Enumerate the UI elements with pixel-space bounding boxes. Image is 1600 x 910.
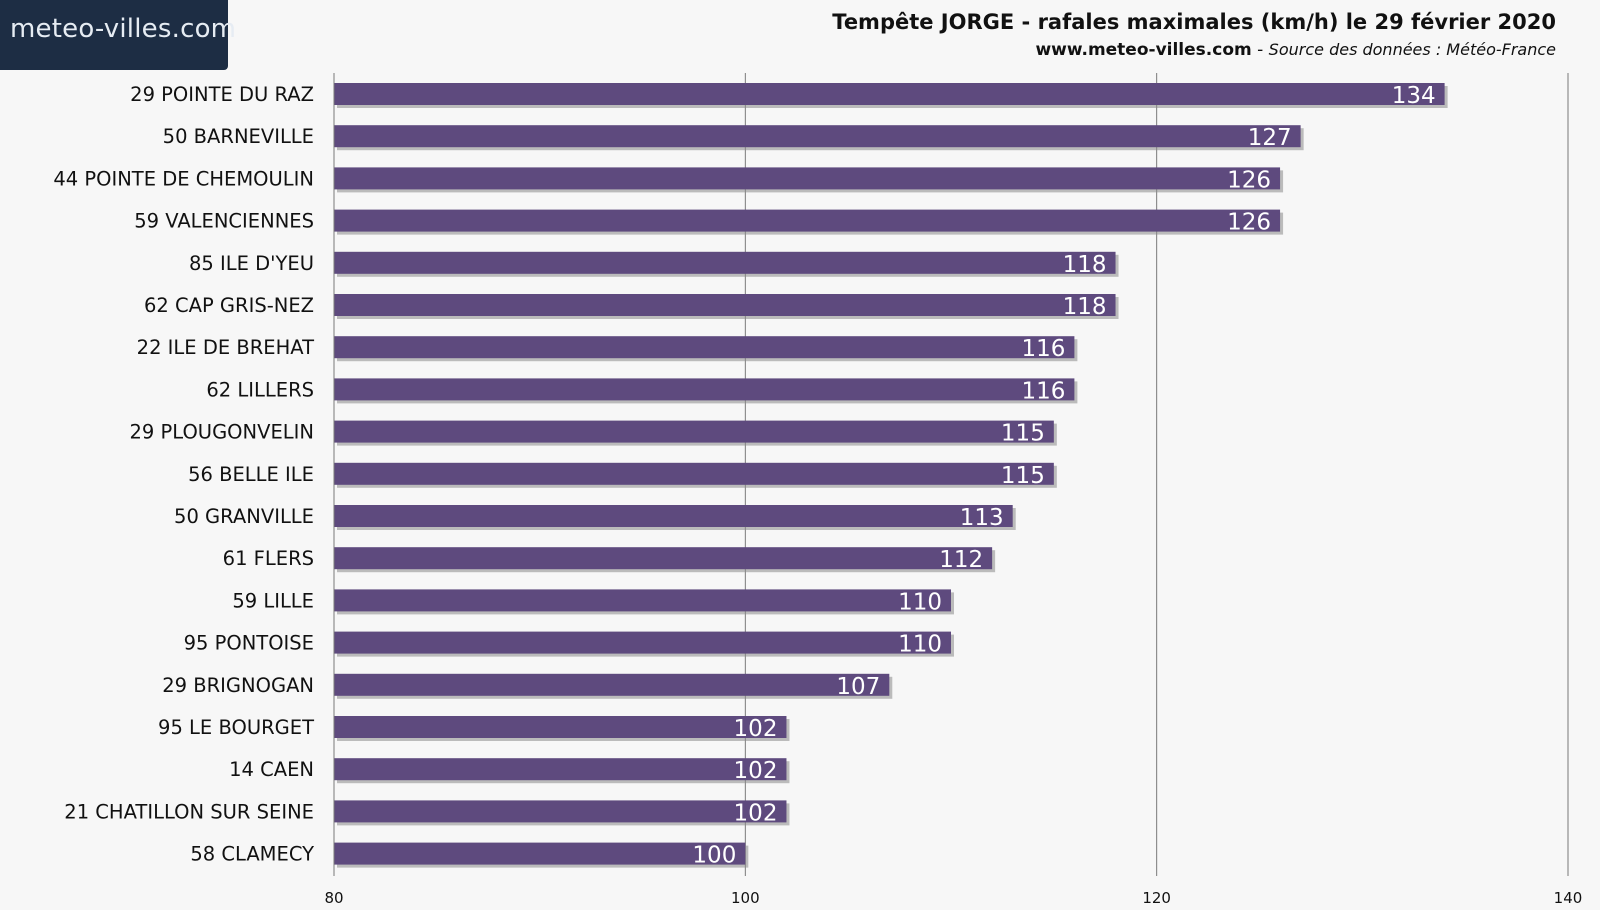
bar (334, 547, 993, 570)
value-label: 102 (734, 758, 778, 784)
value-label: 126 (1227, 167, 1271, 193)
subtitle-separator: - (1251, 40, 1269, 60)
category-label: 59 LILLE (232, 589, 314, 612)
bar (334, 589, 951, 612)
logo-accent: villes (103, 14, 172, 44)
x-tick-label-80: 80 (324, 889, 343, 907)
chart-title: Tempête JORGE - rafales maximales (km/h)… (832, 10, 1556, 34)
bar (334, 125, 1301, 148)
bar (334, 462, 1054, 485)
bar (334, 673, 890, 696)
value-label: 100 (692, 843, 736, 869)
logo-suffix: .com (171, 14, 237, 44)
value-label: 113 (960, 505, 1004, 531)
value-label: 134 (1392, 83, 1436, 109)
value-label: 107 (836, 674, 880, 700)
category-label: 61 FLERS (223, 547, 314, 570)
value-label: 112 (939, 547, 983, 573)
value-label: 110 (898, 589, 942, 615)
x-tick-label-120: 120 (1142, 889, 1171, 907)
value-label: 118 (1063, 252, 1107, 278)
logo-prefix: meteo- (10, 14, 104, 44)
chart-subtitle: www.meteo-villes.com - Source des donnée… (1035, 40, 1556, 60)
category-label: 50 BARNEVILLE (163, 125, 314, 148)
site-logo[interactable]: meteo-villes.com (0, 0, 236, 70)
value-label: 102 (734, 716, 778, 742)
value-label: 126 (1227, 210, 1271, 236)
category-label: 95 PONTOISE (184, 632, 314, 655)
data-source: Source des données : Météo-France (1268, 40, 1556, 59)
logo-text: meteo-villes.com (10, 14, 236, 44)
x-tick-label-100: 100 (731, 889, 760, 907)
category-label: 59 VALENCIENNES (134, 210, 314, 233)
bar (334, 842, 746, 865)
bar (334, 758, 787, 781)
category-label: 44 POINTE DE CHEMOULIN (53, 167, 314, 190)
category-label: 22 ILE DE BREHAT (137, 336, 314, 359)
site-url[interactable]: www.meteo-villes.com (1035, 40, 1252, 60)
category-label: 50 GRANVILLE (174, 505, 314, 528)
category-label: 95 LE BOURGET (158, 716, 314, 739)
bar (334, 294, 1116, 316)
value-label: 110 (898, 632, 942, 658)
bar (334, 505, 1013, 527)
bar (334, 378, 1075, 401)
value-label: 118 (1063, 294, 1107, 320)
value-label: 127 (1248, 125, 1292, 151)
category-label: 29 POINTE DU RAZ (130, 83, 314, 106)
value-label: 115 (1001, 463, 1045, 489)
category-label: 56 BELLE ILE (188, 463, 314, 486)
category-label: 29 PLOUGONVELIN (130, 421, 314, 444)
value-label: 116 (1021, 378, 1065, 404)
value-label: 116 (1021, 336, 1065, 362)
category-label: 58 CLAMECY (190, 843, 314, 866)
bar (334, 209, 1281, 232)
category-label: 14 CAEN (229, 758, 314, 781)
category-label: 85 ILE D'YEU (189, 252, 314, 275)
value-label: 115 (1001, 421, 1045, 447)
category-label: 62 LILLERS (206, 378, 314, 401)
bar (334, 631, 951, 654)
bar (334, 251, 1116, 274)
bar (334, 83, 1445, 105)
bar (334, 716, 787, 738)
bar (334, 167, 1281, 190)
value-label: 102 (734, 800, 778, 826)
category-label: 62 CAP GRIS-NEZ (144, 294, 314, 317)
category-label: 29 BRIGNOGAN (162, 674, 314, 697)
x-tick-label-140: 140 (1554, 889, 1583, 907)
category-label: 21 CHATILLON SUR SEINE (64, 800, 314, 823)
bar (334, 800, 787, 823)
bar (334, 336, 1075, 359)
bar (334, 420, 1054, 443)
